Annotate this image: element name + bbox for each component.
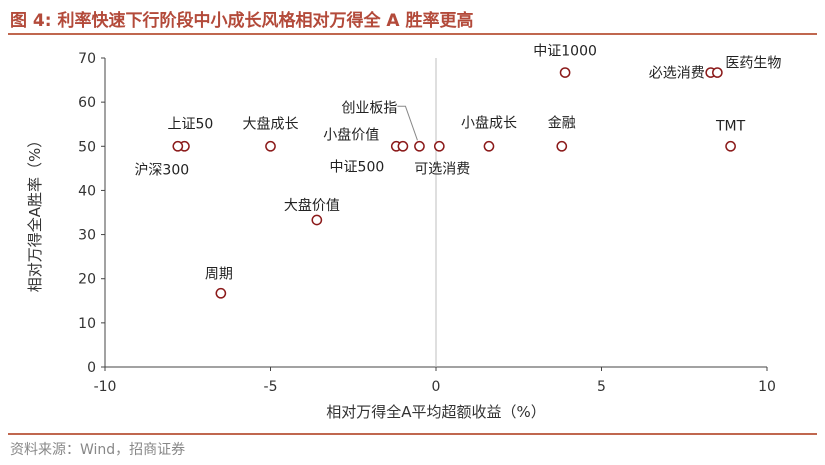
point-label: 创业板指 bbox=[341, 100, 397, 116]
point-label: 沪深300 bbox=[134, 162, 189, 178]
point-label: 中证1000 bbox=[533, 44, 597, 60]
point-label: 小盘成长 bbox=[461, 114, 517, 131]
y-tick-label: 60 bbox=[78, 95, 96, 111]
point-label: TMT bbox=[715, 118, 746, 134]
point-label: 金融 bbox=[548, 115, 576, 131]
point-label: 医药生物 bbox=[725, 56, 781, 72]
scatter-point bbox=[433, 140, 445, 152]
figure-title: 图 4: 利率快速下行阶段中小成长风格相对万得全 A 胜率更高 bbox=[10, 11, 474, 31]
x-axis-label: 相对万得全A平均超额收益（%） bbox=[326, 403, 546, 421]
axes-group: 0 10 20 30 40 50 60 70 -10 -5 0 5 10 bbox=[78, 51, 776, 395]
x-tick-label: 0 bbox=[432, 379, 441, 395]
y-tick-label: 20 bbox=[78, 272, 96, 288]
point-label: 周期 bbox=[205, 266, 233, 282]
title-divider bbox=[8, 33, 817, 35]
y-axis-label: 相对万得全A胜率（%） bbox=[26, 133, 44, 293]
scatter-point bbox=[556, 140, 568, 152]
x-tick-label: 10 bbox=[758, 379, 776, 395]
source-note: 资料来源：Wind，招商证券 bbox=[10, 442, 186, 458]
point-label: 中证500 bbox=[330, 159, 385, 175]
x-tick-label: -10 bbox=[94, 379, 117, 395]
y-tick-label: 10 bbox=[78, 316, 96, 332]
scatter-point bbox=[311, 214, 323, 226]
scatter-point bbox=[712, 67, 723, 78]
scatter-point bbox=[172, 140, 184, 152]
scatter-point bbox=[725, 140, 736, 152]
scatter-point bbox=[559, 67, 571, 78]
footer-divider bbox=[8, 433, 817, 435]
point-label: 可选消费 bbox=[414, 161, 470, 177]
y-tick-label: 50 bbox=[78, 139, 96, 155]
point-label: 小盘价值 bbox=[323, 126, 379, 143]
scatter-point bbox=[215, 287, 227, 299]
point-label: 大盘价值 bbox=[284, 197, 340, 214]
x-tick-label: -5 bbox=[264, 379, 278, 395]
y-tick-label: 70 bbox=[78, 51, 96, 67]
point-label: 上证50 bbox=[168, 116, 214, 132]
scatter-point bbox=[483, 140, 495, 152]
point-label: 必选消费 bbox=[649, 66, 705, 82]
label-leader-line bbox=[397, 105, 418, 141]
marks-group bbox=[172, 67, 736, 299]
y-tick-label: 0 bbox=[87, 360, 96, 376]
x-tick-label: 5 bbox=[597, 379, 606, 395]
y-tick-label: 40 bbox=[78, 183, 96, 199]
scatter-point bbox=[414, 140, 425, 152]
y-tick-label: 30 bbox=[78, 228, 96, 244]
point-label: 大盘成长 bbox=[243, 115, 299, 132]
scatter-point bbox=[397, 140, 409, 152]
scatter-point bbox=[265, 140, 276, 152]
